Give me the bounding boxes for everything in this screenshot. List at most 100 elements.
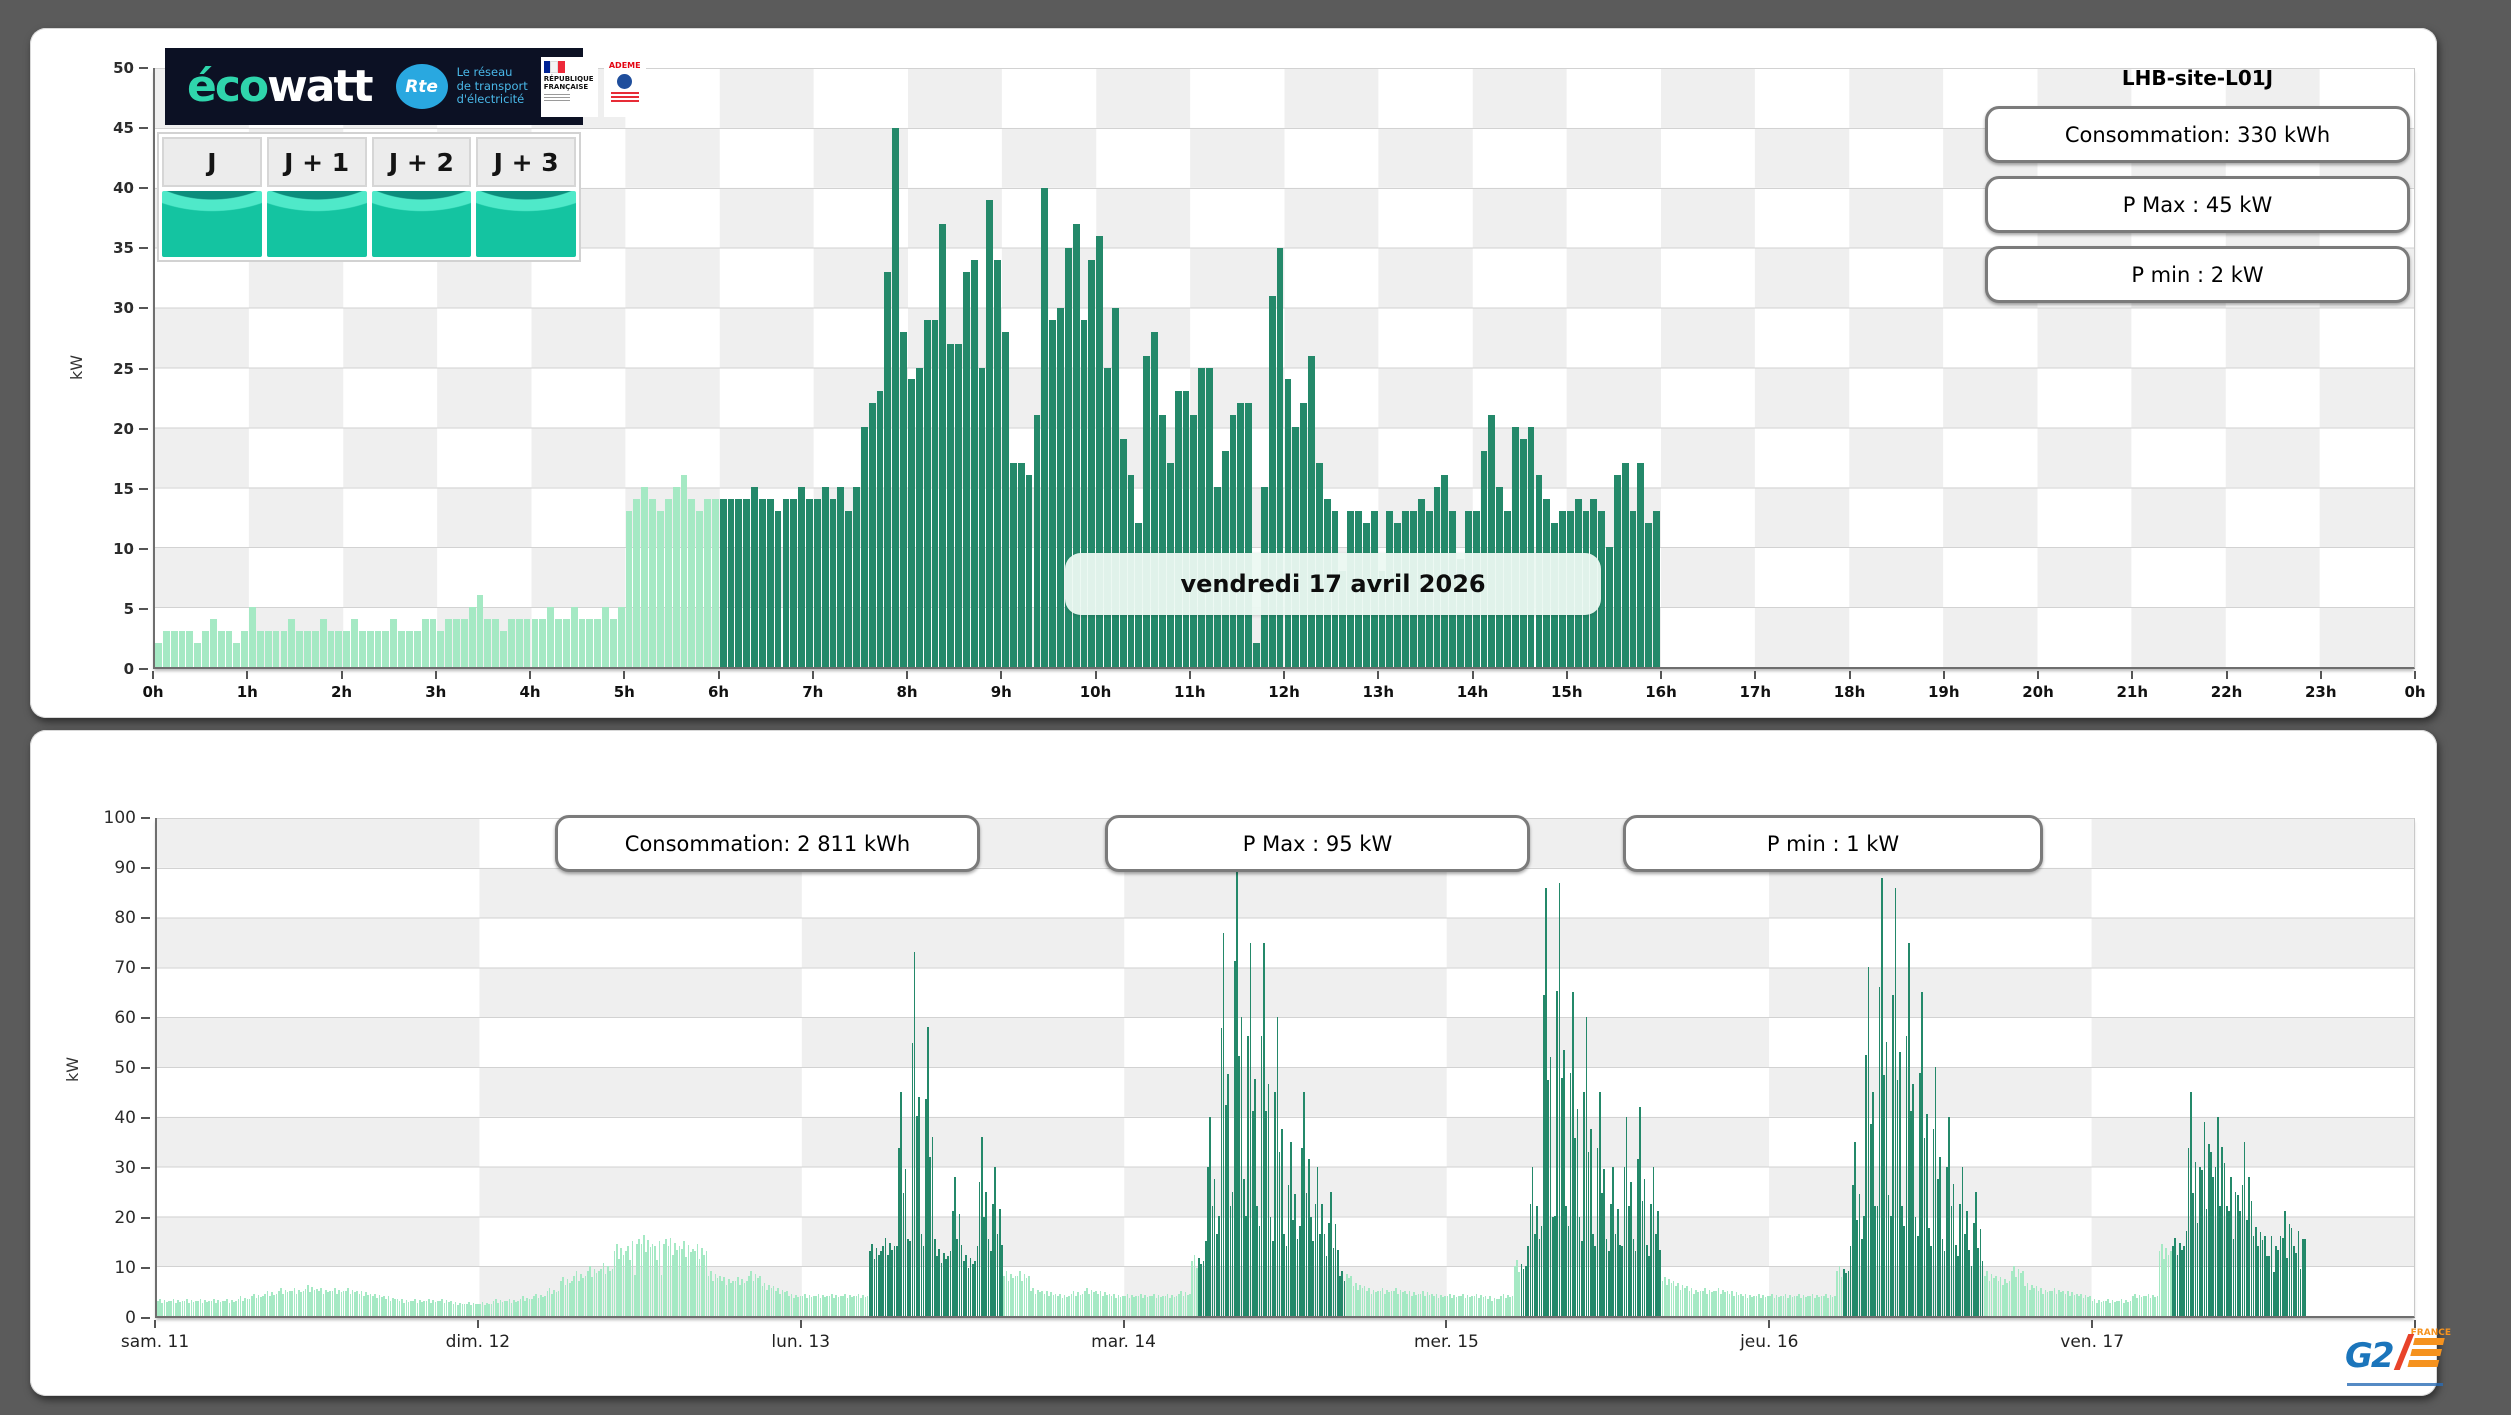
daily-y-tick: 25 [42, 360, 148, 378]
forecast-day-button-j[interactable]: J [162, 137, 262, 257]
bar [665, 499, 672, 667]
bar [367, 631, 374, 667]
bar [422, 619, 429, 667]
bar [414, 631, 421, 667]
bar [696, 511, 703, 667]
weekly-y-tick: 20 [42, 1208, 150, 1228]
bar [210, 619, 217, 667]
bar [492, 619, 499, 667]
forecast-day-button-j-plus-3[interactable]: J + 3 [476, 137, 576, 257]
y-tick-mark [141, 1017, 150, 1019]
weekly-y-tick: 0 [42, 1308, 150, 1328]
x-tick-mark [246, 671, 248, 679]
bar [908, 379, 915, 667]
ecowatt-logo: écowatt [187, 65, 372, 109]
bar [955, 344, 962, 667]
bar [1622, 463, 1629, 667]
x-tick-mark [1000, 671, 1002, 679]
bar [335, 631, 342, 667]
x-tick-label: 5h [614, 683, 635, 701]
bar [1300, 403, 1307, 667]
bar [202, 631, 209, 667]
x-tick-label: 1h [237, 683, 258, 701]
rte-tagline: Le réseau de transport d'électricité [457, 66, 528, 107]
bar [649, 499, 656, 667]
republique-francaise-logo: RÉPUBLIQUE FRANÇAISE [541, 57, 598, 117]
x-tick-label: 0h [2404, 683, 2425, 701]
bar [681, 475, 688, 667]
bar [477, 595, 484, 667]
y-tick-label: 5 [124, 600, 134, 618]
forecast-day-button-j-plus-1[interactable]: J + 1 [267, 137, 367, 257]
bar [1253, 643, 1260, 667]
bar [986, 200, 993, 667]
daily-y-tick: 15 [42, 480, 148, 498]
forecast-day-button-label: J + 2 [372, 137, 472, 187]
bar [163, 631, 170, 667]
y-tick-mark [141, 1117, 150, 1119]
x-tick-label: 15h [1551, 683, 1583, 701]
bar [328, 631, 335, 667]
x-tick-mark [800, 1320, 802, 1328]
x-tick-mark [1189, 671, 1191, 679]
weekly-y-tick: 90 [42, 858, 150, 878]
daily-stat-pmax: P Max : 45 kW [1985, 176, 2410, 233]
bar [241, 631, 248, 667]
y-tick-label: 80 [114, 908, 136, 928]
daily-y-tick: 0 [42, 660, 148, 678]
y-tick-mark [141, 917, 150, 919]
bar [288, 619, 295, 667]
x-tick-mark [154, 1320, 156, 1328]
x-tick-label: 18h [1834, 683, 1866, 701]
y-tick-label: 60 [114, 1008, 136, 1028]
bar [547, 607, 554, 667]
y-tick-mark [139, 127, 148, 129]
bar [1488, 415, 1495, 667]
bar [1245, 403, 1252, 667]
bar [390, 619, 397, 667]
bar [1606, 547, 1613, 667]
weekly-y-axis: 1009080706050403020100 [42, 818, 150, 1318]
bar [453, 619, 460, 667]
x-tick-label: lun. 13 [771, 1332, 830, 1352]
rte-logo-text: Rte [405, 77, 438, 97]
x-tick-mark [1768, 1320, 1770, 1328]
x-tick-mark [2226, 671, 2228, 679]
daily-stat-pmin: P min : 2 kW [1985, 246, 2410, 303]
bar [947, 344, 954, 667]
forecast-day-button-j-plus-2[interactable]: J + 2 [372, 137, 472, 257]
bar [743, 499, 750, 667]
bar [398, 631, 405, 667]
y-tick-mark [141, 1267, 150, 1269]
ecowatt-gauge-icon [476, 191, 576, 257]
bar [1285, 379, 1292, 667]
x-tick-label: 12h [1268, 683, 1300, 701]
bar [1002, 332, 1009, 667]
x-tick-label: 4h [519, 683, 540, 701]
forecast-day-button-label: J [162, 137, 262, 187]
y-tick-mark [139, 548, 148, 550]
y-tick-label: 10 [114, 1258, 136, 1278]
y-tick-mark [139, 608, 148, 610]
y-tick-mark [141, 967, 150, 969]
bar [296, 631, 303, 667]
bar [759, 499, 766, 667]
bar [751, 487, 758, 667]
bar [1528, 427, 1535, 667]
bar [594, 619, 601, 667]
x-tick-mark [529, 671, 531, 679]
x-tick-label: mer. 15 [1414, 1332, 1479, 1352]
bar [1198, 368, 1205, 668]
bar [775, 511, 782, 667]
x-tick-mark [2131, 671, 2133, 679]
x-tick-label: 2h [331, 683, 352, 701]
y-tick-label: 30 [113, 299, 134, 317]
y-tick-mark [141, 817, 150, 819]
weekly-y-tick: 100 [42, 808, 150, 828]
daily-y-tick: 50 [42, 59, 148, 77]
bar [892, 128, 899, 667]
bar [916, 368, 923, 668]
bar [1206, 368, 1213, 668]
bar [610, 619, 617, 667]
x-tick-label: 21h [2116, 683, 2148, 701]
